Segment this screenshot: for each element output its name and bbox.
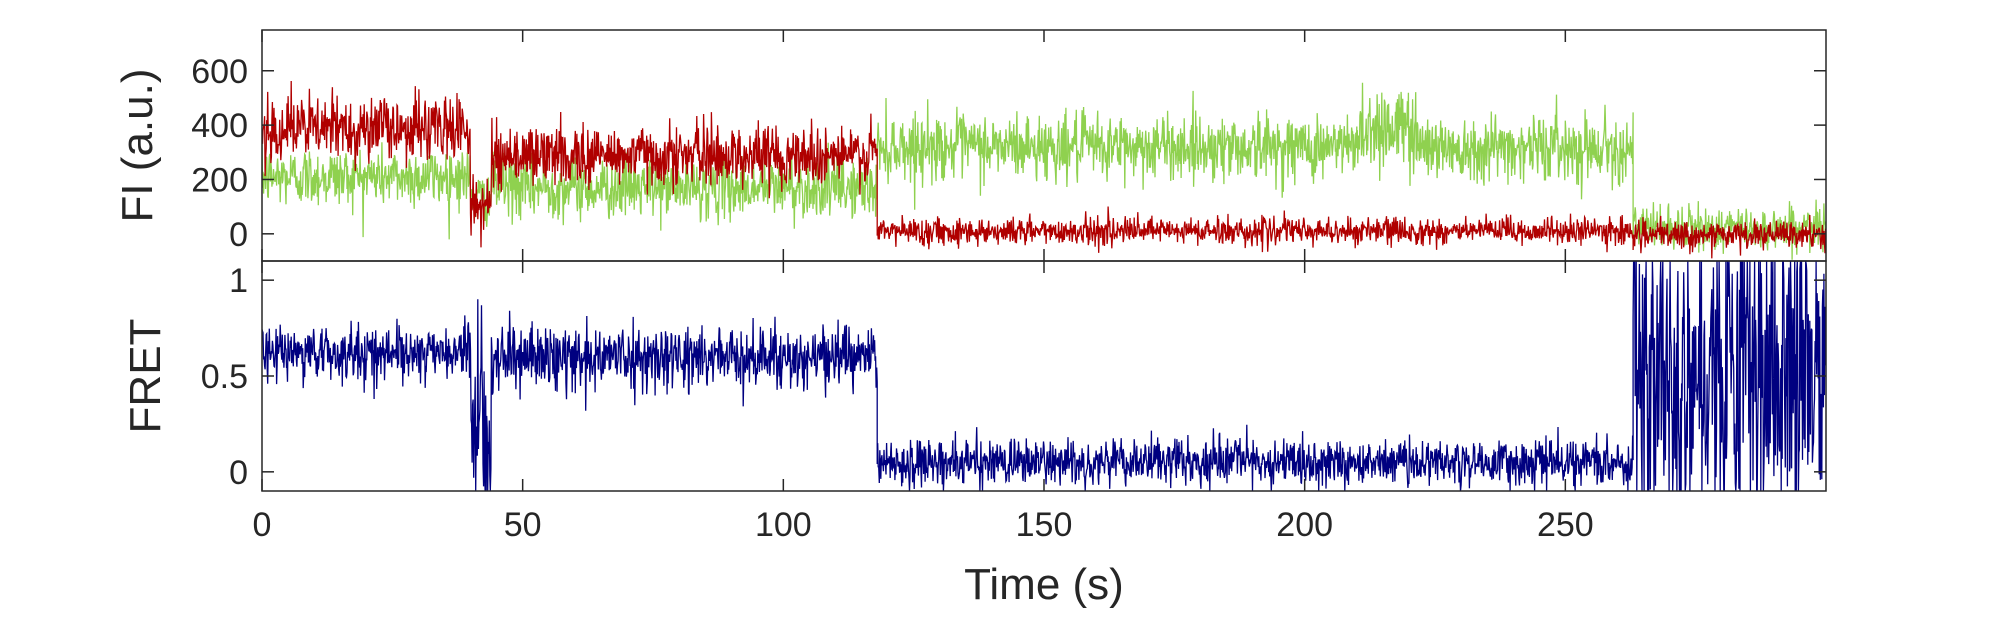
x-tick-label: 200 xyxy=(1276,506,1333,544)
x-tick-label: 0 xyxy=(253,506,272,544)
y-tick-label: 400 xyxy=(191,107,248,145)
y-tick-label: 1 xyxy=(229,262,248,300)
y-tick-label: 600 xyxy=(191,53,248,91)
x-tick-label: 150 xyxy=(1016,506,1073,544)
x-tick-label: 250 xyxy=(1537,506,1594,544)
fret-panel: 0 50 100 150 200 250 0 0.5 1 FRET Time (s) xyxy=(121,260,1827,609)
series-line-0-0 xyxy=(262,82,1826,260)
y-tick-label: 200 xyxy=(191,161,248,199)
series-line-1-0 xyxy=(262,261,1826,491)
y-tick-label: 0.5 xyxy=(201,358,248,396)
x-tick-label: 50 xyxy=(504,506,542,544)
fluorescence-panel: 0 200 400 600 FI (a.u.) xyxy=(113,29,1827,262)
y-tick-label: 0 xyxy=(229,216,248,254)
y-axis-label: FRET xyxy=(121,319,170,434)
x-axis-label: Time (s) xyxy=(964,560,1124,609)
y-tick-label: 0 xyxy=(229,454,248,492)
series-line-0-1 xyxy=(262,80,1826,259)
y-axis-label: FI (a.u.) xyxy=(113,68,162,222)
x-tick-label: 100 xyxy=(755,506,812,544)
